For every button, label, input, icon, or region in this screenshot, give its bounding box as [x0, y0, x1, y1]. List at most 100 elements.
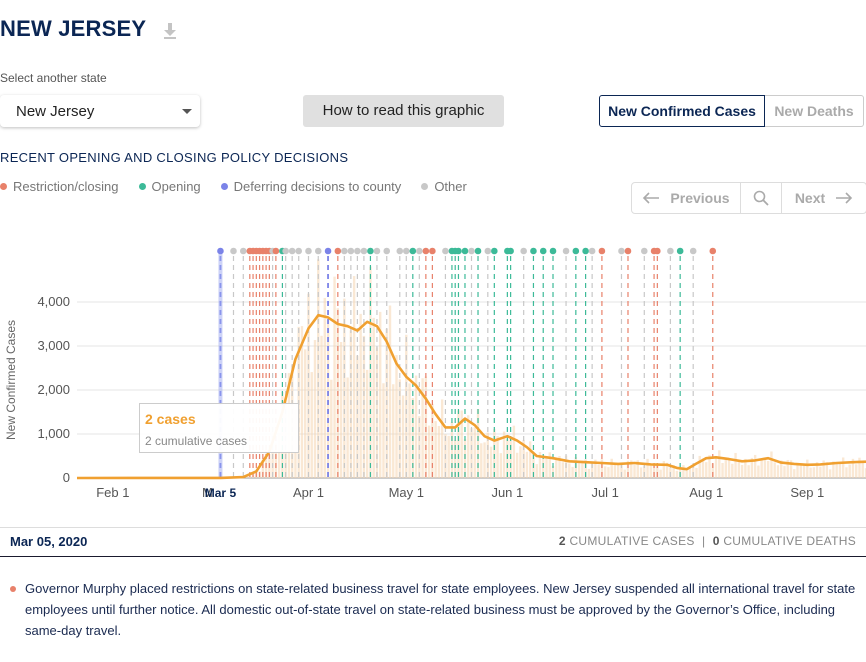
daily-bar	[346, 377, 349, 478]
policy-dot	[667, 247, 674, 255]
daily-bar	[437, 425, 441, 478]
daily-bar	[392, 384, 395, 478]
daily-bar	[718, 450, 721, 478]
daily-bar	[581, 460, 584, 478]
daily-bar	[613, 464, 617, 478]
daily-bar	[382, 383, 385, 478]
daily-bar	[330, 379, 333, 478]
daily-bar	[659, 469, 662, 478]
policy-pager: Previous Next	[631, 182, 866, 214]
x-tick-label: Jun 1	[491, 485, 523, 500]
policy-dot	[217, 247, 224, 255]
legend-label: Deferring decisions to county	[233, 179, 402, 194]
download-icon[interactable]	[162, 22, 178, 40]
other-dot-icon	[421, 183, 429, 190]
daily-bar	[603, 466, 607, 478]
daily-bar	[515, 452, 519, 478]
daily-bar	[408, 383, 411, 478]
daily-bar	[421, 378, 424, 478]
daily-bar	[727, 459, 731, 478]
daily-bar	[401, 395, 405, 478]
daily-bar	[675, 470, 679, 478]
policy-dot	[409, 247, 417, 255]
daily-bar	[812, 467, 816, 478]
daily-bar	[379, 311, 382, 478]
daily-bar	[310, 372, 313, 478]
y-tick-label: 1,000	[37, 426, 70, 441]
new-deaths-tab[interactable]: New Deaths	[765, 95, 864, 127]
chart-tooltip: 2 cases 2 cumulative cases	[139, 403, 299, 453]
daily-bar	[496, 436, 499, 478]
daily-bar	[333, 276, 336, 478]
daily-bar	[770, 451, 773, 478]
policy-dot	[429, 247, 436, 255]
daily-bar	[662, 461, 666, 478]
daily-bar	[551, 465, 555, 478]
daily-bar	[359, 313, 362, 478]
policy-dot	[324, 247, 332, 255]
policy-dot	[598, 247, 606, 255]
search-button[interactable]	[741, 183, 782, 213]
daily-bar	[639, 467, 643, 478]
policy-dot	[689, 247, 697, 255]
daily-bar	[698, 455, 701, 478]
legend-item-other: Other	[421, 179, 467, 194]
cumulative-deaths-label: CUMULATIVE DEATHS	[723, 534, 856, 548]
daily-bar	[793, 469, 796, 478]
daily-bar	[470, 428, 473, 478]
x-tick-label: Apr 1	[293, 485, 324, 500]
next-button[interactable]: Next	[782, 183, 866, 213]
daily-bar	[714, 456, 718, 478]
policy-dot	[539, 247, 547, 255]
policy-dot	[582, 247, 589, 255]
legend-item-restriction: Restriction/closing	[0, 179, 119, 194]
x-tick-label: Jul 1	[591, 485, 618, 500]
county-dot-icon	[220, 183, 228, 190]
policy-dot	[461, 247, 469, 255]
cases-chart[interactable]: 0 1,000 2,000 3,000 4,000 New Confirmed Cases…	[0, 230, 866, 510]
new-confirmed-cases-tab[interactable]: New Confirmed Cases	[599, 95, 765, 127]
policy-dot	[239, 247, 247, 255]
daily-bar	[339, 342, 343, 478]
daily-bar	[323, 297, 326, 478]
daily-bar	[414, 375, 418, 478]
daily-bar	[577, 462, 581, 478]
daily-bar	[545, 455, 548, 478]
x-tick-label: Aug 1	[689, 485, 723, 500]
daily-bar	[757, 465, 760, 478]
daily-bar	[600, 459, 604, 478]
daily-bars	[225, 259, 866, 478]
daily-bar	[721, 463, 724, 478]
previous-button[interactable]: Previous	[632, 183, 741, 213]
daily-bar	[652, 463, 656, 478]
daily-bar	[828, 469, 832, 478]
state-select[interactable]: New Jersey	[0, 95, 200, 127]
policy-dot	[654, 247, 661, 255]
legend-label: Opening	[151, 179, 201, 194]
daily-bar	[356, 355, 359, 478]
daily-bar	[548, 452, 551, 478]
policy-dot	[455, 247, 462, 255]
cumulative-cases-label: CUMULATIVE CASES	[569, 534, 695, 548]
daily-bar	[796, 463, 799, 478]
daily-bar	[502, 431, 506, 478]
policy-dot	[334, 247, 342, 255]
daily-bar	[405, 334, 408, 478]
tooltip-cases: 2 cases	[145, 411, 196, 427]
daily-bar	[326, 319, 330, 478]
daily-bar	[535, 464, 538, 478]
policy-dot	[402, 247, 410, 255]
policy-dot	[530, 247, 537, 255]
daily-bar	[483, 442, 486, 478]
daily-bar	[665, 462, 669, 478]
policy-dot	[640, 247, 648, 255]
policy-dot	[416, 247, 423, 255]
policy-dot	[474, 247, 482, 255]
policy-dot	[272, 247, 280, 255]
policy-heading: RECENT OPENING AND CLOSING POLICY DECISI…	[0, 150, 349, 165]
policy-dot	[282, 247, 289, 255]
highlight-band	[218, 254, 223, 478]
selected-date: Mar 05, 2020	[10, 534, 88, 549]
how-to-read-button[interactable]: How to read this graphic	[303, 95, 504, 127]
daily-bar	[590, 461, 594, 478]
